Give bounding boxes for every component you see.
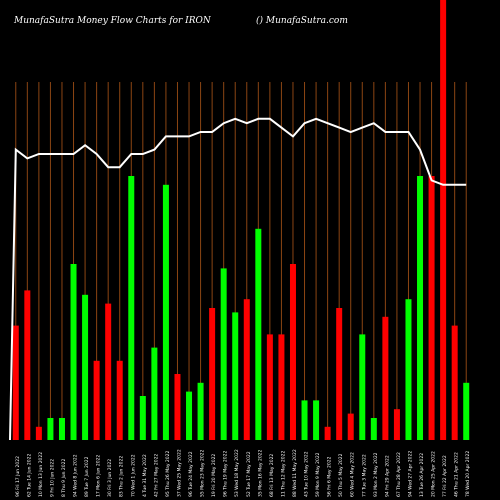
money-flow-bar [82,294,89,440]
x-axis-label: 53 Wed 18 May 2022 [234,449,240,497]
money-flow-bar [197,382,204,440]
money-flow-bar [232,312,239,440]
money-flow-bar [347,413,354,440]
x-axis-label: 77 Fri 22 Apr 2022 [442,455,448,497]
x-axis-label: 94 Wed 8 Jun 2022 [73,454,79,497]
money-flow-bar [289,264,296,440]
x-axis-label: 8 Thu 9 Jun 2022 [61,458,67,497]
x-axis-label: 37 Wed 25 May 2022 [176,449,182,497]
money-flow-bar [70,264,77,440]
x-axis-label: 19 Fri 20 May 2022 [211,454,217,497]
money-flow-bar [116,360,123,440]
x-axis-label: 96 Fri 17 Jun 2022 [15,456,21,497]
money-flow-bar [209,308,216,440]
money-flow-bar [301,400,308,440]
x-axis-label: 68 Fri 13 May 2022 [269,454,275,497]
price-line [9,117,467,441]
x-axis-label: 30 Fri 3 Jun 2022 [107,459,113,497]
money-flow-bar [186,391,193,440]
money-flow-bar [128,176,135,440]
x-axis-label: 9 Fri 10 Jun 2022 [49,459,55,497]
money-flow-bar [266,334,273,440]
money-flow-bar [428,176,435,440]
money-flow-bar [174,374,181,440]
x-axis-label: 43 Tue 10 May 2022 [304,451,310,497]
x-axis-label: 42 Fri 27 May 2022 [153,454,159,497]
x-axis-label: 94 Fri 29 Apr 2022 [384,455,390,497]
x-axis-label: 55 Mon 23 May 2022 [200,449,206,497]
money-flow-bar [255,228,262,440]
x-axis-label: 83 Thu 2 Jun 2022 [119,456,125,497]
money-flow-bar [336,308,343,440]
money-flow-bar [58,418,65,440]
x-axis-label: 89 Tue 7 Jun 2022 [84,456,90,497]
money-flow-bar [105,303,112,440]
x-axis-label: 46 Thu 21 Apr 2022 [454,452,460,497]
money-flow-bar [359,334,366,440]
x-axis-label: 77 Tue 3 May 2022 [361,454,367,497]
x-axis-label: 59 Mon 9 May 2022 [315,452,321,497]
money-flow-bar [313,400,320,440]
money-flow-bar [278,334,285,440]
x-axis-label: 4 Tue 31 May 2022 [142,454,148,497]
chart-title-left: MunafaSutra Money Flow Charts for IRON [14,16,211,26]
x-axis-label: 20 Mon 25 Apr 2022 [431,451,437,497]
x-axis-label: 96 Tue 24 May 2022 [188,451,194,497]
x-axis-label: 52 Tue 17 May 2022 [246,451,252,497]
money-flow-bar [370,418,377,440]
x-axis-label: 13 Tue 26 Apr 2022 [419,453,425,497]
x-axis-label: 56 Fri 6 May 2022 [327,456,333,497]
x-axis-label: 70 Wed 1 Jun 2022 [130,454,136,497]
x-axis-label: 96 Thu 19 May 2022 [223,450,229,497]
x-axis-label: 78 Wed 20 Apr 2022 [465,451,471,497]
money-flow-bar [24,290,31,440]
money-flow-bar [324,426,331,440]
x-axis-label: 67 Thu 28 Apr 2022 [396,452,402,497]
money-flow-bar [393,409,400,440]
money-flow-bar [463,382,470,440]
x-axis-label: 17 Mon 6 Jun 2022 [96,455,102,497]
money-flow-bar [12,325,19,440]
money-flow-bar [382,316,389,440]
x-axis-label: 10 Mon 13 Jun 2022 [38,452,44,497]
x-axis-label: 62 Tue 14 Jun 2022 [26,454,32,497]
money-flow-bar [93,360,100,440]
money-flow-bar [139,396,146,440]
money-flow-bar [151,347,158,440]
money-flow-bar [35,426,42,440]
money-flow-bar [440,0,447,440]
x-axis-label: 60 Wed 4 May 2022 [350,452,356,497]
money-flow-bar [451,325,458,440]
x-axis-label: 94 Wed 27 Apr 2022 [407,451,413,497]
x-axis-label: 11 Thu 12 May 2022 [280,450,286,497]
chart-title-right: () MunafaSutra.com [256,16,348,26]
money-flow-bar [47,418,54,440]
money-flow-bar [405,299,412,440]
x-axis-label: 88 Wed 11 May 2022 [292,449,298,497]
money-flow-bar [162,184,169,440]
x-axis-label: 35 Mon 16 May 2022 [257,449,263,497]
money-flow-bar [220,268,227,440]
money-flow-bar [417,176,424,440]
x-axis-label: 95 Thu 26 May 2022 [165,450,171,497]
x-axis-label: 50 Thu 5 May 2022 [338,453,344,497]
x-axis-label: 93 Mon 2 May 2022 [373,452,379,497]
money-flow-bar [243,299,250,440]
